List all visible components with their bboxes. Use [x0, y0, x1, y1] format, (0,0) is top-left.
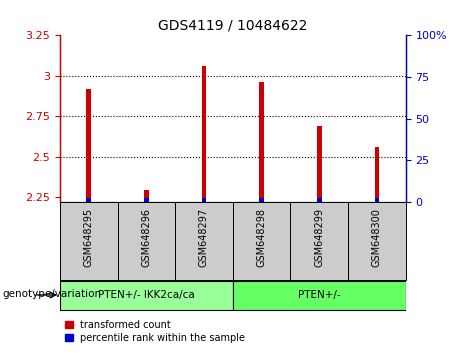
Bar	[201, 198, 206, 202]
Bar	[86, 198, 91, 202]
Bar	[144, 198, 148, 202]
Text: genotype/variation: genotype/variation	[2, 289, 101, 299]
Bar	[290, 202, 348, 280]
Bar	[86, 89, 91, 202]
Text: GSM648299: GSM648299	[314, 208, 324, 267]
Text: GSM648295: GSM648295	[84, 208, 94, 267]
Bar	[259, 198, 264, 202]
Bar	[201, 66, 206, 202]
Bar	[60, 202, 118, 280]
Bar	[317, 126, 321, 202]
Text: GSM648298: GSM648298	[257, 208, 266, 267]
Text: GSM648300: GSM648300	[372, 208, 382, 267]
Bar	[259, 82, 264, 202]
Bar	[233, 202, 290, 280]
Bar	[374, 147, 379, 202]
Bar	[175, 202, 233, 280]
Title: GDS4119 / 10484622: GDS4119 / 10484622	[158, 19, 307, 33]
Text: PTEN+/-: PTEN+/-	[298, 290, 341, 300]
Legend: transformed count, percentile rank within the sample: transformed count, percentile rank withi…	[65, 320, 245, 343]
Bar	[118, 202, 175, 280]
Text: GSM648297: GSM648297	[199, 208, 209, 267]
Text: GSM648296: GSM648296	[142, 208, 151, 267]
Bar	[233, 281, 406, 310]
Bar	[144, 190, 148, 202]
Bar	[348, 202, 406, 280]
Text: PTEN+/- IKK2ca/ca: PTEN+/- IKK2ca/ca	[98, 290, 195, 300]
Bar	[317, 198, 321, 202]
Bar	[60, 281, 233, 310]
Bar	[374, 198, 379, 202]
